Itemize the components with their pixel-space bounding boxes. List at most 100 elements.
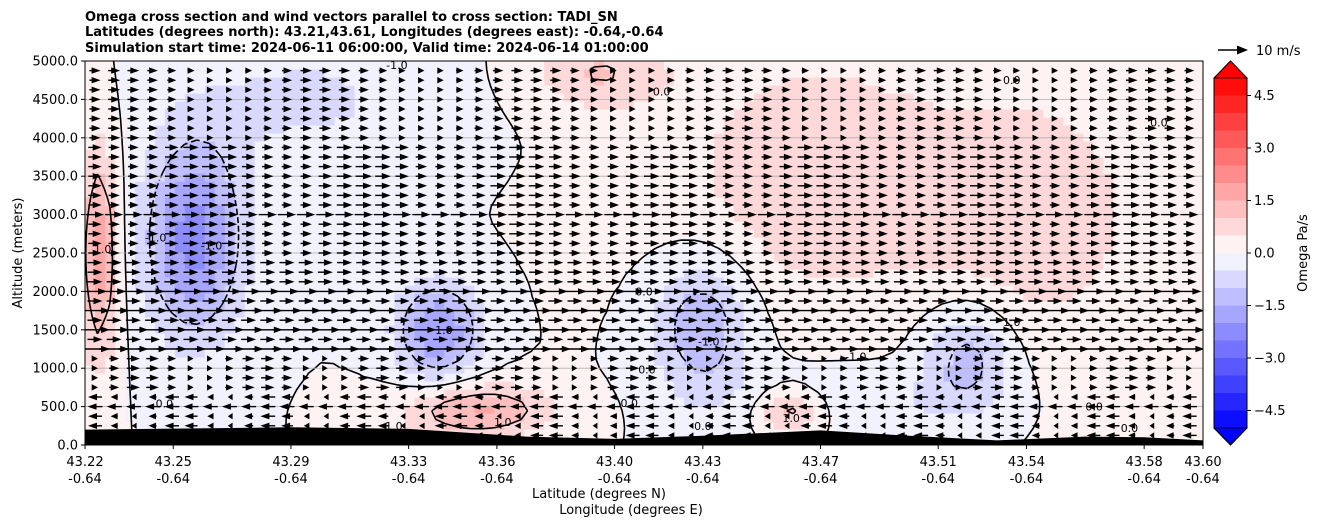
omega-cell <box>983 149 994 158</box>
omega-cell <box>174 101 186 110</box>
omega-cell <box>524 149 535 158</box>
omega-cell <box>943 381 955 390</box>
omega-cell <box>334 269 346 278</box>
omega-cell <box>294 213 306 222</box>
omega-cell <box>284 333 296 342</box>
omega-cell <box>324 357 336 366</box>
omega-cell <box>1023 237 1034 246</box>
omega-cell <box>424 125 435 134</box>
omega-cell <box>673 189 685 198</box>
omega-cell <box>134 277 146 286</box>
omega-cell <box>1103 357 1114 366</box>
omega-cell <box>94 189 106 198</box>
omega-cell <box>314 189 326 198</box>
omega-cell <box>374 237 386 246</box>
omega-cell <box>883 261 895 270</box>
omega-cell <box>334 197 346 206</box>
omega-cell <box>1063 205 1074 214</box>
omega-cell <box>334 381 346 390</box>
omega-cell <box>134 221 146 230</box>
omega-cell <box>394 165 406 174</box>
omega-cell <box>1003 405 1014 414</box>
omega-cell <box>224 93 236 102</box>
omega-cell <box>1053 245 1064 254</box>
omega-cell <box>644 285 655 294</box>
omega-cell <box>594 413 605 422</box>
omega-cell <box>264 405 276 414</box>
omega-cell <box>663 285 675 294</box>
omega-cell <box>404 285 416 294</box>
omega-cell <box>1053 421 1064 430</box>
omega-cell <box>1063 317 1074 326</box>
omega-cell <box>324 413 336 422</box>
omega-cell <box>584 101 595 110</box>
omega-cell <box>444 181 455 190</box>
omega-cell <box>703 349 715 358</box>
omega-cell <box>1043 349 1054 358</box>
omega-cell <box>134 165 146 174</box>
omega-cell <box>733 101 745 110</box>
omega-cell <box>763 253 775 262</box>
omega-cell <box>953 101 965 110</box>
omega-cell <box>863 165 875 174</box>
omega-cell <box>554 365 565 374</box>
omega-cell <box>873 413 885 422</box>
omega-cell <box>574 357 585 366</box>
omega-cell <box>114 381 126 390</box>
omega-cell <box>254 357 266 366</box>
omega-cell <box>304 125 316 134</box>
omega-cell <box>1053 93 1064 102</box>
omega-cell <box>294 333 306 342</box>
omega-cell <box>464 205 475 214</box>
omega-cell <box>114 301 126 310</box>
omega-cell <box>1033 173 1044 182</box>
omega-cell <box>1023 197 1034 206</box>
omega-cell <box>264 101 276 110</box>
omega-cell <box>683 69 695 78</box>
omega-cell <box>673 293 685 302</box>
omega-cell <box>264 69 276 78</box>
omega-cell <box>154 333 166 342</box>
omega-cell <box>614 373 625 382</box>
omega-cell <box>374 309 386 318</box>
omega-cell <box>124 61 136 70</box>
omega-cell <box>344 197 356 206</box>
omega-cell <box>494 157 505 166</box>
omega-cell <box>1073 357 1084 366</box>
omega-cell <box>224 341 236 350</box>
omega-cell <box>524 253 535 262</box>
omega-cell <box>883 373 895 382</box>
omega-cell <box>274 197 286 206</box>
omega-cell <box>604 61 615 70</box>
omega-cell <box>723 341 735 350</box>
omega-cell <box>324 421 336 430</box>
omega-cell <box>544 141 555 150</box>
omega-cell <box>713 229 725 238</box>
omega-cell <box>604 429 615 438</box>
omega-cell <box>963 117 975 126</box>
omega-cell <box>793 125 805 134</box>
omega-cell <box>813 77 825 86</box>
omega-cell <box>713 149 725 158</box>
omega-cell <box>184 389 196 398</box>
omega-cell <box>673 157 685 166</box>
omega-cell <box>544 381 555 390</box>
omega-cell <box>983 389 994 398</box>
omega-cell <box>1013 149 1024 158</box>
title-line-3: Simulation start time: 2024-06-11 06:00:… <box>85 41 649 56</box>
omega-cell <box>743 301 755 310</box>
omega-cell <box>94 109 106 118</box>
omega-cell <box>444 141 455 150</box>
omega-cell <box>354 389 366 398</box>
omega-cell <box>1103 317 1114 326</box>
omega-cell <box>294 301 306 310</box>
omega-cell <box>753 341 765 350</box>
omega-cell <box>444 365 455 374</box>
omega-cell <box>524 285 535 294</box>
omega-cell <box>324 93 336 102</box>
omega-cell <box>983 397 994 406</box>
omega-cell <box>174 149 186 158</box>
omega-cell <box>584 429 595 438</box>
omega-cell <box>703 341 715 350</box>
omega-cell <box>693 245 705 254</box>
